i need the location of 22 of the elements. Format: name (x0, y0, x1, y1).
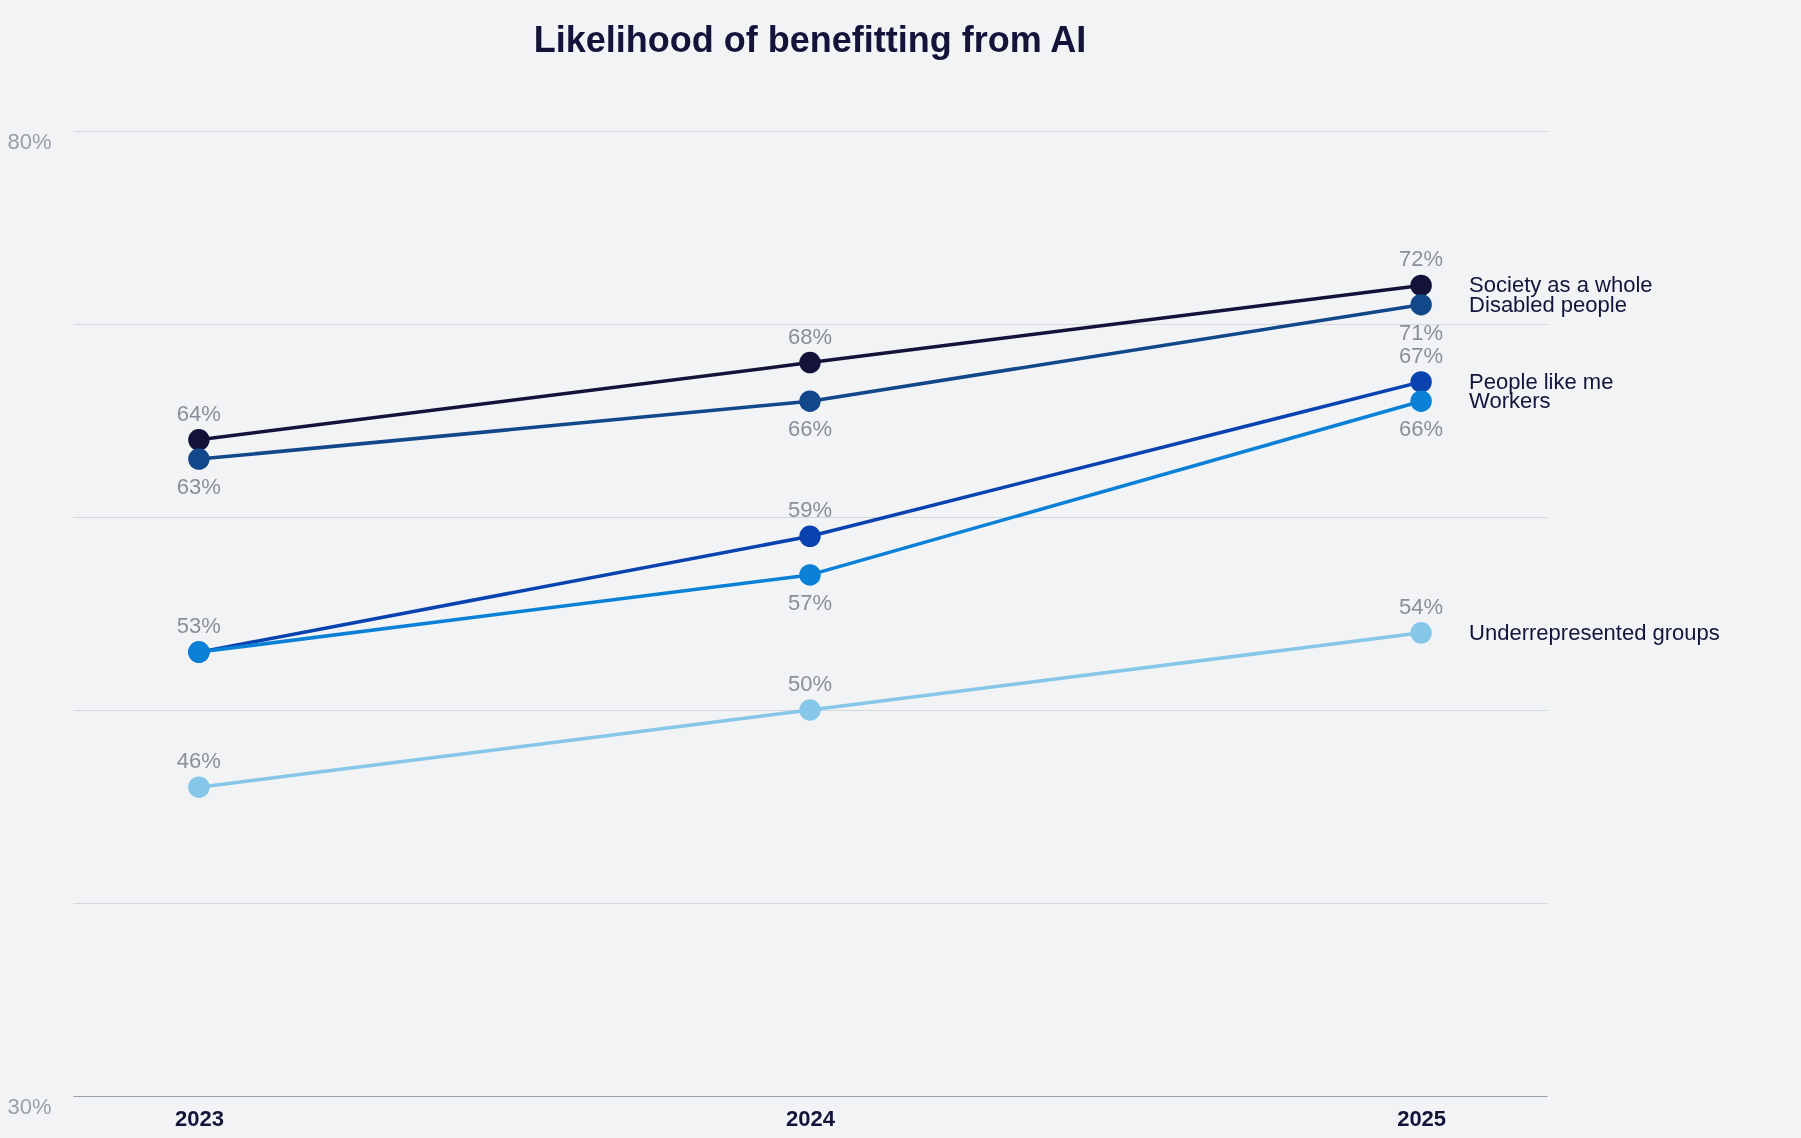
data-label: 54% (1399, 593, 1444, 619)
data-label: 57% (787, 589, 833, 615)
series-label: Underrepresented groups (1469, 619, 1720, 645)
x-tick-label: 2023 (174, 1105, 224, 1131)
data-label: 50% (787, 671, 833, 696)
x-tick-label: 2025 (1397, 1105, 1447, 1131)
data-label: 46% (176, 748, 221, 774)
data-label: 53% (176, 613, 221, 639)
chart-title: Likelihood of benefitting from AI (533, 19, 1087, 60)
data-label: 71% (1399, 319, 1444, 345)
data-label: 72% (1399, 246, 1444, 272)
series-label: People like me (1469, 368, 1614, 394)
data-label: 66% (1399, 416, 1444, 442)
data-label: 63% (176, 474, 221, 500)
y-tick-label: 80% (7, 128, 52, 154)
y-tick-label: 30% (7, 1093, 52, 1119)
data-label: 68% (787, 323, 833, 349)
x-tick-label: 2024 (786, 1105, 836, 1131)
data-label: 64% (176, 400, 221, 426)
data-label: 66% (787, 416, 833, 442)
data-label: 59% (787, 497, 833, 523)
data-label: 67% (1399, 342, 1444, 368)
